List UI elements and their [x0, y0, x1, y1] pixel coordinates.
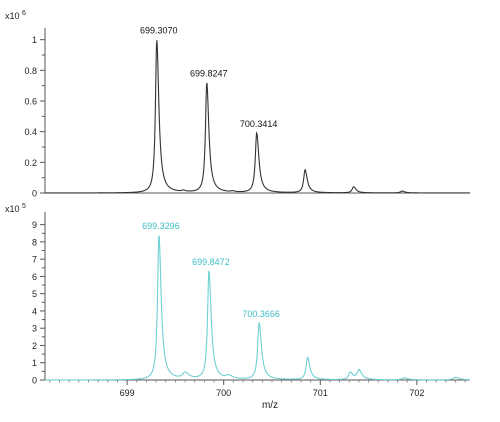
y-tick-label: 1 [32, 358, 37, 368]
top-spectrum-panel: 0 0.2 0.4 0.6 0.8 1 x10 6 699.3070 699.8247 700.34… [5, 10, 470, 199]
x-axis-title: m/z [262, 400, 278, 411]
spectrum-trace [45, 235, 471, 381]
y-scale-exponent: 5 [22, 203, 26, 210]
peak-label: 699.8472 [192, 257, 230, 267]
y-tick-label: 0 [32, 376, 37, 386]
y-tick-label: 4 [32, 306, 37, 316]
shared-x-axis: 699 700 701 702 m/z [49, 380, 466, 411]
x-tick-label: 701 [313, 388, 328, 398]
y-tick-label: 8 [32, 237, 37, 247]
peak-label: 700.3666 [242, 309, 280, 319]
peak-label: 699.8247 [190, 69, 228, 79]
y-scale-exponent: 6 [22, 10, 26, 17]
y-tick-label: 0.6 [24, 97, 37, 107]
y-scale-label: x10 [5, 204, 20, 214]
spectrum-trace [45, 40, 470, 194]
y-tick-label: 0.8 [24, 66, 37, 76]
y-tick-label: 0.4 [24, 127, 37, 137]
y-tick-label: 1 [32, 35, 37, 45]
y-tick-label: 3 [32, 324, 37, 334]
y-tick-label: 9 [32, 220, 37, 230]
x-tick-label: 699 [120, 388, 135, 398]
peak-label: 700.3414 [240, 119, 278, 129]
y-tick-label: 0 [32, 189, 37, 199]
y-tick-label: 5 [32, 289, 37, 299]
y-tick-label: 7 [32, 255, 37, 265]
y-tick-label: 6 [32, 272, 37, 282]
x-tick-label: 700 [216, 388, 231, 398]
peak-label: 699.3296 [142, 221, 180, 231]
y-scale-label: x10 [5, 11, 20, 21]
x-tick-label: 702 [409, 388, 424, 398]
peak-label: 699.3070 [140, 26, 178, 36]
y-tick-label: 0.2 [24, 158, 37, 168]
y-tick-label: 2 [32, 341, 37, 351]
